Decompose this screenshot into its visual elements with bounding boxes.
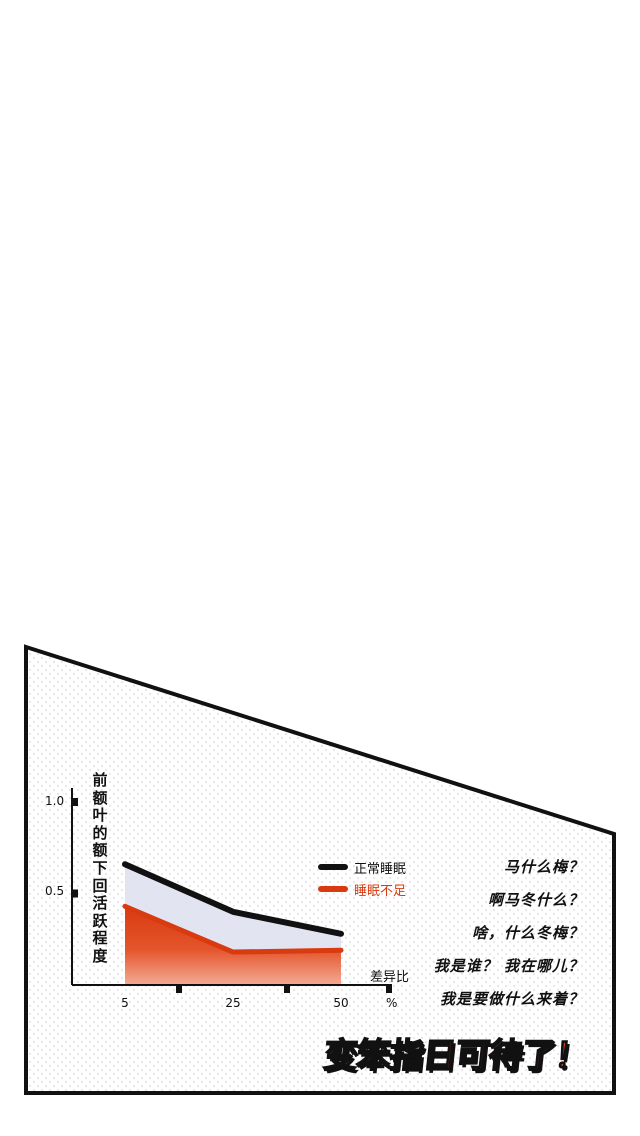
legend: 正常睡眠 睡眠不足 bbox=[318, 857, 406, 901]
question-line: 我是谁？ 我在哪儿？ bbox=[433, 957, 584, 975]
x-axis-label: 差异比 bbox=[370, 970, 410, 985]
legend-item-normal: 正常睡眠 bbox=[318, 857, 406, 877]
question-line: 我是要做什么来着？ bbox=[439, 990, 584, 1008]
chart bbox=[71, 788, 392, 993]
y-tick-1 bbox=[73, 798, 78, 806]
area-deprived bbox=[125, 906, 341, 985]
x-tick-mark-c bbox=[386, 986, 392, 993]
x-tick-label-5: 5 bbox=[121, 996, 129, 1010]
y-tick-05 bbox=[73, 889, 78, 898]
legend-label-deprived: 睡眠不足 bbox=[354, 883, 407, 899]
headline: 变笨指日可待了！ bbox=[321, 1035, 591, 1077]
question-line: 啊马冬什么？ bbox=[487, 891, 584, 909]
series-line-deprived bbox=[122, 903, 344, 955]
x-tick-mark-b bbox=[284, 986, 290, 993]
x-axis-unit: % bbox=[386, 996, 398, 1010]
y-tick-label-05: 0.5 bbox=[45, 884, 65, 898]
series-line-normal bbox=[122, 861, 344, 937]
y-axis-label: 前额叶的额下回活跃程度 bbox=[92, 771, 108, 965]
question-list: 马什么梅？ 啊马冬什么？ 啥，什么冬梅？ 我是谁？ 我在哪儿？ 我是要做什么来着… bbox=[434, 855, 584, 1020]
question-line: 马什么梅？ bbox=[503, 858, 584, 876]
x-tick-label-50: 50 bbox=[333, 996, 349, 1010]
y-tick-label-1: 1.0 bbox=[45, 794, 65, 808]
x-tick-label-25: 25 bbox=[225, 996, 241, 1010]
x-tick-mark-a bbox=[176, 986, 182, 993]
legend-swatch-deprived bbox=[318, 886, 348, 892]
question-line: 啥，什么冬梅？ bbox=[471, 924, 584, 942]
legend-label-normal: 正常睡眠 bbox=[354, 861, 407, 877]
area-gap-band bbox=[125, 864, 341, 953]
legend-item-deprived: 睡眠不足 bbox=[318, 879, 406, 899]
legend-swatch-normal bbox=[318, 864, 348, 870]
